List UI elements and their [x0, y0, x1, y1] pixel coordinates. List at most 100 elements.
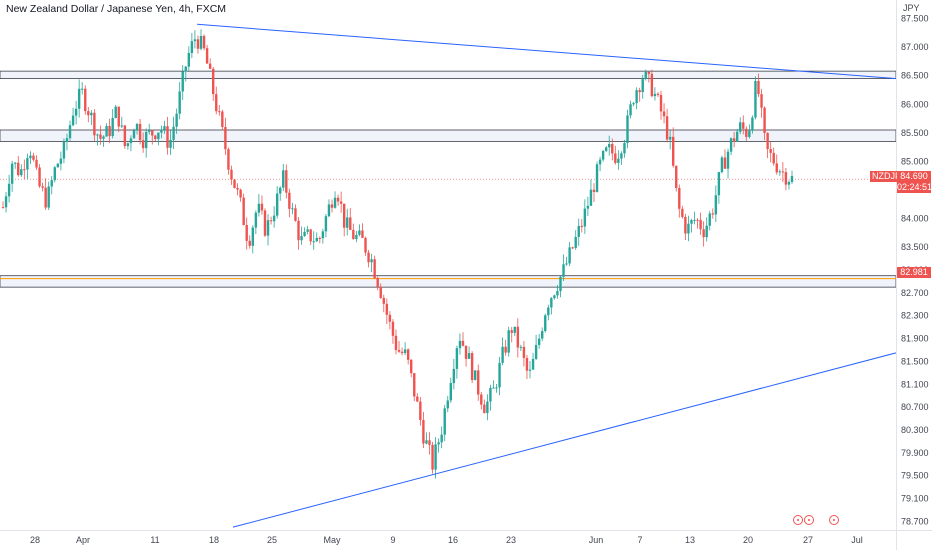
candle-body — [525, 357, 529, 371]
candle-body — [272, 215, 276, 222]
time-tick-label: Jul — [851, 535, 863, 545]
candle-body — [257, 203, 261, 213]
candle-body — [199, 35, 203, 49]
candle-body — [467, 353, 471, 359]
candle-body — [711, 213, 714, 215]
candle-body — [659, 94, 663, 112]
candle-body — [425, 440, 428, 444]
candle-body — [184, 66, 187, 72]
candle-body — [632, 103, 635, 105]
candle-body — [601, 150, 605, 160]
candle-body — [455, 348, 459, 369]
time-axis: 28 Apr 11 18 25 May 9 16 23 Jun 7 13 20 27 Jul — [30, 535, 863, 545]
candle-body — [790, 176, 794, 182]
event-marker-icon[interactable] — [804, 515, 814, 525]
candle-body — [516, 326, 520, 348]
price-tick-label: 81.500 — [901, 356, 929, 366]
candle-body — [99, 134, 102, 139]
candle-body — [574, 236, 577, 248]
candle-body — [589, 189, 593, 206]
price-tick-label: 87.000 — [901, 42, 929, 52]
candle-body — [671, 136, 675, 166]
event-marker-icon[interactable] — [793, 515, 803, 525]
candle-body — [473, 370, 477, 381]
candle-body — [239, 189, 242, 198]
candle-body — [653, 93, 657, 97]
candle-body — [144, 131, 148, 149]
candle-body — [559, 276, 562, 292]
candle-body — [321, 231, 325, 239]
candle-body — [769, 149, 772, 153]
candle-body — [681, 208, 684, 217]
candle-body — [187, 52, 191, 67]
event-marker-icon[interactable] — [829, 515, 839, 525]
candle-body — [245, 225, 248, 241]
candle-body — [333, 197, 337, 208]
candle-body — [754, 80, 757, 118]
symbol-title: New Zealand Dollar / Japanese Yen, 4h, F… — [6, 3, 227, 15]
time-tick-label: 23 — [506, 535, 516, 545]
candle-body — [312, 241, 315, 243]
candle-body — [339, 201, 343, 204]
candle-body — [373, 259, 376, 279]
time-axis-border — [0, 530, 932, 531]
candle-body — [665, 116, 669, 140]
candle-body — [102, 136, 105, 139]
candle-body — [330, 204, 334, 208]
candle-body — [65, 138, 69, 142]
currency-label: JPY — [903, 3, 920, 13]
candle-body — [480, 394, 483, 405]
candle-body — [10, 163, 14, 184]
candle-body — [236, 187, 239, 190]
candle-body — [53, 167, 56, 181]
candle-body — [461, 340, 465, 346]
candle-body — [696, 219, 699, 221]
candle-body — [422, 420, 425, 444]
candle-body — [470, 353, 474, 381]
candle-body — [498, 362, 501, 388]
candle-body — [248, 240, 251, 246]
candle-body — [358, 230, 361, 235]
candle-body — [26, 158, 29, 170]
candle-body — [17, 162, 20, 176]
candle-body — [452, 368, 456, 384]
candle-body — [595, 164, 599, 192]
price-tick-label: 85.000 — [901, 156, 929, 166]
candle-body — [623, 143, 626, 154]
lower-trendline — [232, 352, 897, 528]
candle-body — [556, 291, 559, 296]
price-tick-label: 83.500 — [901, 242, 929, 252]
candle-body — [315, 237, 318, 242]
candle-body — [397, 349, 401, 352]
candle-body — [361, 230, 364, 238]
candle-body — [352, 229, 355, 240]
candle-body — [775, 163, 778, 173]
candle-body — [294, 208, 297, 221]
candle-body — [269, 220, 273, 222]
candle-body — [437, 442, 440, 445]
candle-body — [571, 247, 574, 249]
candle-body — [370, 259, 373, 263]
candle-body — [7, 183, 11, 197]
candle-body — [580, 225, 584, 227]
candle-body — [355, 234, 358, 240]
price-tick-label: 85.500 — [901, 128, 929, 138]
candle-body — [614, 153, 617, 163]
candle-body — [266, 220, 270, 236]
candle-body — [708, 213, 711, 226]
candle-body — [138, 123, 142, 141]
candle-body — [148, 130, 151, 132]
candle-body — [626, 115, 629, 144]
candle-body — [647, 71, 651, 74]
candle-body — [413, 373, 416, 397]
candle-body — [342, 203, 346, 228]
candle-body — [346, 217, 349, 228]
candle-body — [675, 165, 678, 189]
candle-body — [96, 134, 99, 136]
candle-body — [620, 153, 623, 159]
time-tick-label: 18 — [209, 535, 219, 545]
candle-body — [693, 219, 696, 221]
candle-body — [367, 252, 370, 263]
candle-body — [443, 408, 446, 435]
